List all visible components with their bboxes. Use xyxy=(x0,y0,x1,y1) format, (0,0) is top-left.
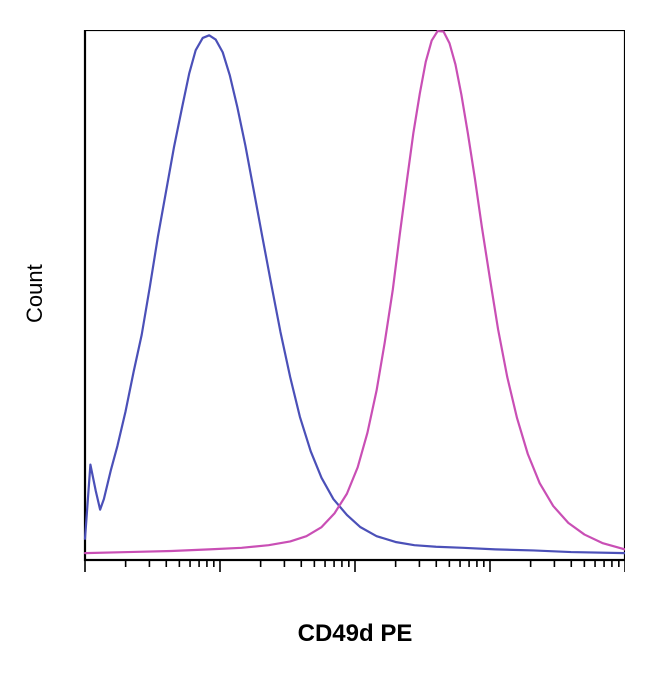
histogram-plot xyxy=(79,30,625,582)
x-axis-label: CD49d PE xyxy=(85,620,625,648)
plot-area xyxy=(79,30,625,582)
y-axis-label: Count xyxy=(22,263,48,323)
chart-container: Count CD49d PE xyxy=(0,0,650,680)
